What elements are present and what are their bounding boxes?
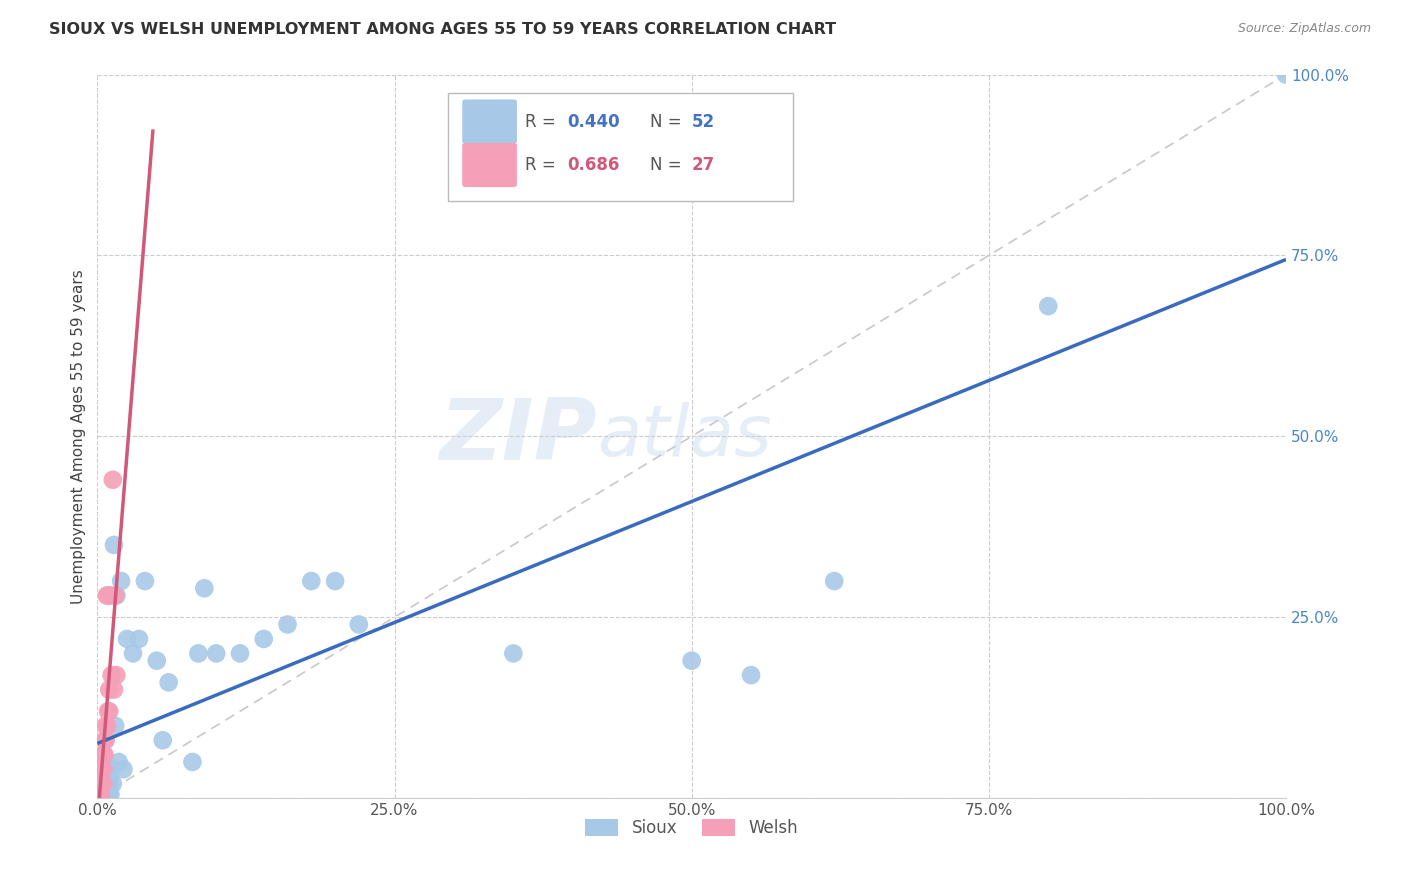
Point <box>103 682 125 697</box>
Text: atlas: atlas <box>596 401 772 471</box>
Point <box>94 762 117 776</box>
Point <box>96 769 118 783</box>
Text: R =: R = <box>526 112 561 130</box>
Point <box>89 784 111 798</box>
Point <box>502 647 524 661</box>
Point <box>100 788 122 802</box>
Point <box>89 777 111 791</box>
Point <box>740 668 762 682</box>
Point <box>91 777 114 791</box>
Point <box>90 777 112 791</box>
Point <box>87 777 110 791</box>
Point <box>87 788 110 802</box>
Point <box>98 769 121 783</box>
Text: R =: R = <box>526 156 561 174</box>
Point <box>110 574 132 588</box>
Point <box>277 617 299 632</box>
Point <box>91 747 114 762</box>
Y-axis label: Unemployment Among Ages 55 to 59 years: Unemployment Among Ages 55 to 59 years <box>72 269 86 604</box>
Point <box>122 647 145 661</box>
Point <box>98 682 121 697</box>
Point <box>94 719 117 733</box>
Point <box>103 538 125 552</box>
Point <box>98 704 121 718</box>
Point <box>1275 68 1298 82</box>
Text: 52: 52 <box>692 112 714 130</box>
Text: 0.440: 0.440 <box>567 112 620 130</box>
Point <box>347 617 370 632</box>
Point <box>823 574 845 588</box>
Point <box>90 769 112 783</box>
Point <box>91 762 114 776</box>
Text: ZIP: ZIP <box>439 395 596 478</box>
Point <box>128 632 150 646</box>
Point <box>101 777 124 791</box>
Point <box>93 747 115 762</box>
Point <box>112 762 135 776</box>
Point <box>97 589 120 603</box>
Point <box>101 473 124 487</box>
Point <box>91 762 114 776</box>
Point <box>299 574 322 588</box>
Point <box>89 769 111 783</box>
Legend: Sioux, Welsh: Sioux, Welsh <box>578 813 806 844</box>
Point <box>90 788 112 802</box>
Point <box>323 574 346 588</box>
Point <box>134 574 156 588</box>
Point <box>96 589 118 603</box>
Point <box>205 647 228 661</box>
Point <box>681 654 703 668</box>
Point <box>93 733 115 747</box>
Point <box>100 589 122 603</box>
Point <box>229 647 252 661</box>
Point <box>193 582 215 596</box>
Point <box>104 719 127 733</box>
Point <box>157 675 180 690</box>
Point <box>98 784 121 798</box>
Text: 0.686: 0.686 <box>567 156 619 174</box>
Point <box>91 784 114 798</box>
Point <box>97 762 120 776</box>
Point <box>97 704 120 718</box>
Text: Source: ZipAtlas.com: Source: ZipAtlas.com <box>1237 22 1371 36</box>
Point <box>91 762 114 776</box>
Point <box>96 788 118 802</box>
Point <box>107 755 129 769</box>
FancyBboxPatch shape <box>463 143 517 187</box>
Point <box>187 647 209 661</box>
Point <box>94 733 117 747</box>
Text: SIOUX VS WELSH UNEMPLOYMENT AMONG AGES 55 TO 59 YEARS CORRELATION CHART: SIOUX VS WELSH UNEMPLOYMENT AMONG AGES 5… <box>49 22 837 37</box>
Text: N =: N = <box>650 112 688 130</box>
Point <box>152 733 174 747</box>
Text: 27: 27 <box>692 156 714 174</box>
Point <box>105 589 128 603</box>
Point <box>90 784 112 798</box>
Text: N =: N = <box>650 156 688 174</box>
FancyBboxPatch shape <box>463 100 517 144</box>
Point <box>94 777 117 791</box>
Point <box>104 589 127 603</box>
Point <box>1038 299 1060 313</box>
Point <box>253 632 276 646</box>
Point <box>97 777 120 791</box>
Point <box>91 788 114 802</box>
Point <box>100 668 122 682</box>
Point <box>93 769 115 783</box>
FancyBboxPatch shape <box>449 93 793 202</box>
Point <box>91 777 114 791</box>
Point <box>96 719 118 733</box>
Point <box>100 762 122 776</box>
Point <box>89 784 111 798</box>
Point <box>181 755 204 769</box>
Point <box>91 762 114 776</box>
Point <box>105 668 128 682</box>
Point <box>146 654 169 668</box>
Point <box>90 788 112 802</box>
Point <box>93 784 115 798</box>
Point <box>115 632 138 646</box>
Point <box>91 777 114 791</box>
